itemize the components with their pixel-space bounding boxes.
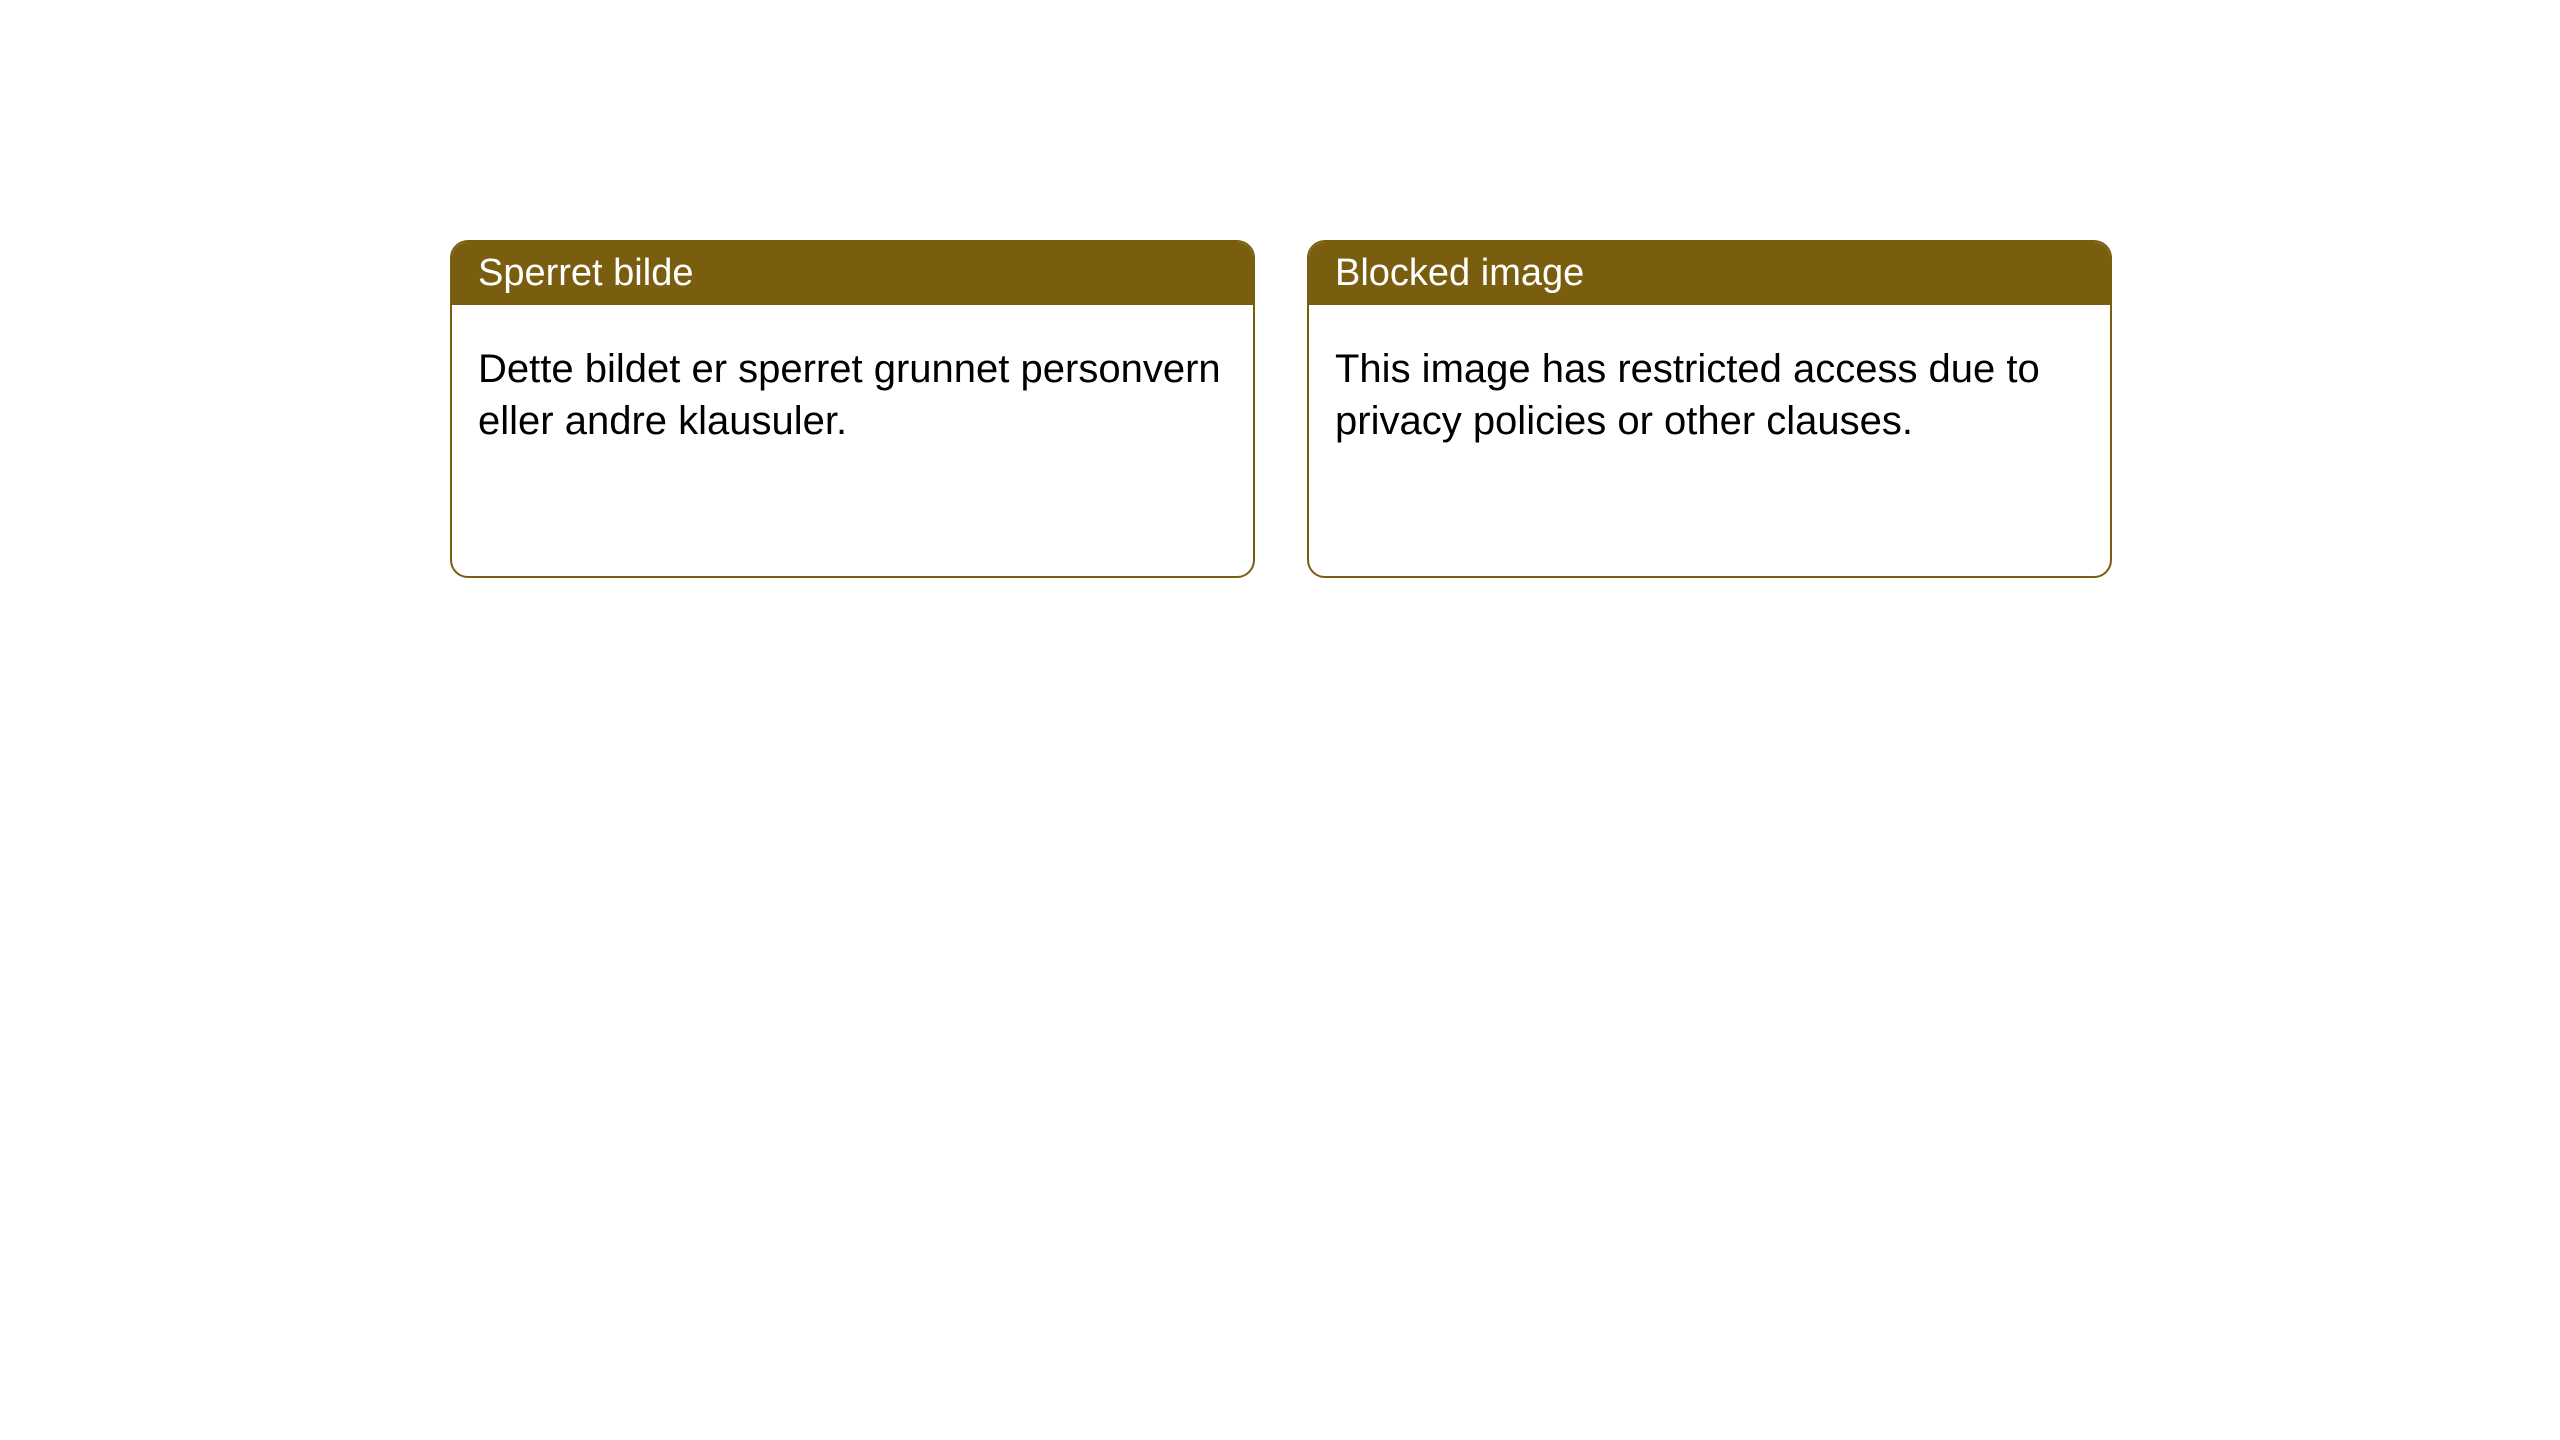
card-body-norwegian: Dette bildet er sperret grunnet personve… — [452, 305, 1253, 485]
card-header-norwegian: Sperret bilde — [452, 242, 1253, 305]
card-body-english: This image has restricted access due to … — [1309, 305, 2110, 485]
card-title: Blocked image — [1335, 252, 1584, 294]
notice-card-english: Blocked image This image has restricted … — [1307, 240, 2112, 578]
notice-card-norwegian: Sperret bilde Dette bildet er sperret gr… — [450, 240, 1255, 578]
card-title: Sperret bilde — [478, 252, 693, 294]
card-message: Dette bildet er sperret grunnet personve… — [478, 347, 1221, 443]
card-message: This image has restricted access due to … — [1335, 347, 2040, 443]
notice-container: Sperret bilde Dette bildet er sperret gr… — [450, 240, 2112, 578]
card-header-english: Blocked image — [1309, 242, 2110, 305]
